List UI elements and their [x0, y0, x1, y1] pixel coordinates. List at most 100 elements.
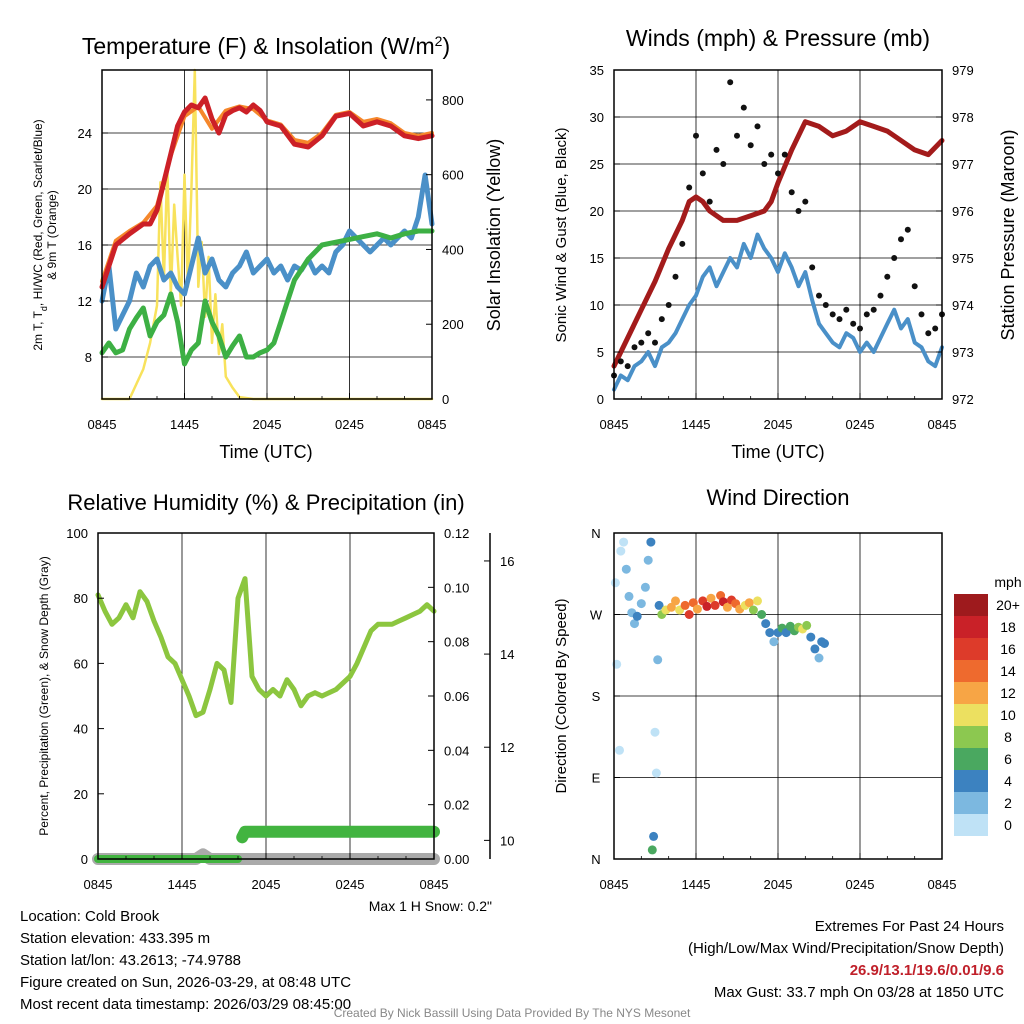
y-tick-label: 20 — [78, 182, 92, 197]
gust-point — [652, 339, 658, 346]
gust-point — [870, 306, 877, 313]
humidity-precip-panel: Relative Humidity (%) & Precipitation (i… — [37, 490, 514, 914]
wind-y2-ticks: 972 973 974 975 976 977 978 979 — [936, 63, 974, 407]
gust-point — [720, 161, 727, 167]
y-tick-label: N — [591, 526, 600, 541]
y2-tick-label: 0.00 — [444, 852, 469, 867]
legend-label: 18 — [1000, 619, 1016, 635]
y-tick-label: 8 — [85, 350, 92, 365]
y-tick-label: 16 — [78, 238, 92, 253]
y-tick-label: 10 — [590, 298, 604, 313]
gust-point — [843, 306, 850, 313]
gust-point — [863, 311, 870, 318]
direction-point — [666, 602, 676, 612]
x-tick-label: 0245 — [335, 417, 364, 432]
y-tick-label: 25 — [590, 157, 604, 172]
wind-y2-axis-label: Station Pressure (Maroon) — [998, 129, 1018, 340]
sonic-wind-line — [612, 232, 944, 392]
gust-point — [857, 325, 863, 332]
y2-tick-label: 400 — [442, 242, 464, 257]
y-tick-label: W — [590, 608, 603, 623]
credit-line: Created By Nick Bassill Using Data Provi… — [333, 1006, 691, 1020]
y2-tick-label: 977 — [952, 157, 974, 172]
y-tick-label: 30 — [590, 110, 604, 125]
gust-point — [775, 170, 781, 177]
wind-panel-title: Winds (mph) & Pressure (mb) — [626, 25, 930, 51]
y2-tick-label: 14 — [500, 647, 514, 662]
legend-label: 4 — [1004, 773, 1012, 789]
dewpoint-line — [99, 228, 435, 367]
direction-point — [810, 644, 820, 654]
max-gust: Max Gust: 33.7 mph On 03/28 at 1850 UTC — [713, 984, 1004, 1001]
y-tick-label: E — [592, 771, 601, 786]
direction-point — [757, 610, 767, 619]
x-tick-label: 2045 — [764, 417, 793, 432]
legend-swatch — [954, 814, 988, 836]
gust-point — [768, 151, 775, 158]
legend-label: 0 — [1004, 817, 1012, 833]
temp-series-lines — [99, 68, 435, 401]
dir-y-axis-label: Direction (Colored By Speed) — [553, 598, 570, 793]
y-tick-label: 24 — [78, 126, 92, 141]
y2-tick-label: 0.12 — [444, 526, 469, 541]
y-tick-label: N — [591, 852, 600, 867]
gust-point — [672, 273, 679, 280]
gust-point — [836, 316, 843, 323]
y2-tick-label: 0.10 — [444, 580, 469, 595]
gust-point — [727, 79, 734, 86]
direction-point — [621, 564, 631, 574]
gust-point — [665, 302, 672, 308]
rh-y3-ticks: 10 12 14 16 — [484, 554, 514, 848]
legend-label: 14 — [1000, 663, 1016, 679]
temperature-panel: Temperature (F) & Insolation (W/m2) 8 12 1… — [31, 33, 504, 462]
direction-point — [636, 599, 646, 609]
x-tick-label: 1445 — [682, 417, 711, 432]
gust-point — [898, 236, 904, 243]
legend-swatch — [954, 704, 988, 726]
direction-point — [702, 601, 712, 611]
gust-point — [932, 325, 939, 332]
gust-point — [781, 151, 788, 158]
y-tick-label: 40 — [74, 722, 88, 737]
legend-label: 20+ — [996, 597, 1020, 613]
legend-swatch — [954, 726, 988, 748]
x-tick-label: 2045 — [764, 877, 793, 892]
temp-panel-title: Temperature (F) & Insolation (W/m2) — [82, 33, 450, 59]
temp-x-axis-label: Time (UTC) — [219, 442, 312, 462]
gust-point — [699, 170, 706, 177]
legend-label: 6 — [1004, 751, 1012, 767]
gust-point — [754, 123, 761, 130]
legend-swatch — [954, 748, 988, 770]
legend-label: 12 — [1000, 685, 1016, 701]
x-tick-label: 0845 — [928, 877, 957, 892]
direction-point — [765, 628, 775, 638]
gust-point — [638, 339, 645, 346]
gust-point — [802, 198, 809, 205]
direction-point — [630, 619, 639, 629]
extremes-values: 26.9/13.1/19.6/0.01/9.6 — [849, 962, 1004, 979]
legend-swatch — [954, 660, 988, 682]
direction-point — [684, 610, 694, 619]
legend-swatch — [954, 770, 988, 792]
x-tick-label: 2045 — [253, 417, 282, 432]
y2-tick-label: 979 — [952, 63, 974, 78]
direction-point — [651, 768, 661, 778]
legend-title: mph — [994, 574, 1021, 590]
y-tick-label: 5 — [597, 345, 604, 360]
direction-point — [654, 600, 664, 610]
y-tick-label: 0 — [81, 852, 88, 867]
x-tick-label: 0845 — [600, 877, 629, 892]
direction-point — [650, 727, 660, 737]
y2-tick-label: 600 — [442, 168, 464, 183]
gust-point — [850, 320, 857, 327]
direction-point — [624, 591, 634, 601]
extremes-title: Extremes For Past 24 Hours — [814, 918, 1004, 935]
rh-panel-title: Relative Humidity (%) & Precipitation (i… — [67, 490, 464, 515]
station-latlon: Station lat/lon: 43.2613; -74.9788 — [20, 952, 242, 969]
legend-label: 10 — [1000, 707, 1016, 723]
direction-point — [744, 598, 754, 608]
y2-tick-label: 0.02 — [444, 798, 469, 813]
y2-tick-label: 978 — [952, 110, 974, 125]
direction-point — [610, 578, 620, 588]
